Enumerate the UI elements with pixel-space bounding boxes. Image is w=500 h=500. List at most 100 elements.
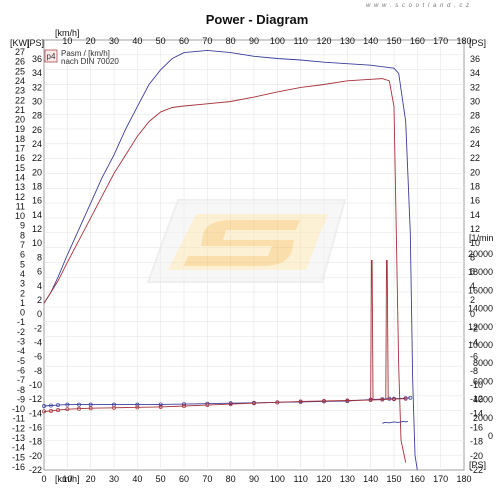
ps-tick-label-left: 36: [32, 54, 42, 64]
x-tick-label-top: 150: [386, 36, 401, 46]
x-tick-label-top: 30: [109, 36, 119, 46]
x-tick-label-bottom: 70: [202, 474, 212, 484]
ps-tick-label-left: -10: [29, 380, 42, 390]
chart-title: Power - Diagram: [206, 12, 309, 27]
ps-tick-label-left: 34: [32, 68, 42, 78]
ps-tick-label-right: 36: [470, 54, 480, 64]
kw-tick-label: 16: [15, 153, 25, 163]
ps-tick-label-left: 32: [32, 82, 42, 92]
series-line-5: [385, 259, 389, 400]
rpm-tick-label: 0: [488, 431, 493, 441]
kw-tick-label: 8: [20, 230, 25, 240]
rpm-tick-label: 18000: [468, 267, 493, 277]
kw-tick-label: 17: [15, 144, 25, 154]
ps-tick-label-left: 14: [32, 210, 42, 220]
rpm-tick-label: 10000: [468, 340, 493, 350]
left-ps-axis: 363432302826242220181614121086420-2-4-6-…: [29, 54, 42, 475]
right-rpm-axis: 2000018000160001400012000100008000600040…: [468, 249, 493, 441]
series-point-2: [408, 395, 413, 400]
series-point-3: [392, 397, 396, 402]
series-point-3: [275, 400, 280, 405]
ps-tick-label-right: 0: [470, 309, 475, 319]
ps-tick-label-left: 22: [32, 153, 42, 163]
ps-tick-label-left: 18: [32, 182, 42, 192]
x-tick-label-top: 20: [86, 36, 96, 46]
kw-tick-label: 2: [20, 288, 25, 298]
kw-tick-label: 7: [20, 240, 25, 250]
series-line-6: [382, 420, 409, 424]
x-tick-label-bottom: 140: [363, 474, 378, 484]
kw-tick-label: -11: [13, 414, 25, 424]
kw-tick-label: 5: [20, 259, 25, 269]
kw-tick-label: 0: [20, 308, 25, 318]
x-tick-label-bottom: 110: [293, 474, 307, 484]
kw-tick-label: 13: [15, 182, 25, 192]
ps-tick-label-right: 10: [470, 238, 480, 248]
kw-tick-label: 23: [15, 86, 25, 96]
ps-tick-label-left: -16: [29, 422, 42, 432]
ps-tick-label-left: 28: [32, 111, 42, 121]
kw-tick-label: 14: [15, 172, 25, 182]
x-tick-label-top: 80: [226, 36, 236, 46]
ps-tick-label-left: 26: [32, 125, 42, 135]
kw-tick-label: 15: [15, 163, 25, 173]
ps-tick-label-left: -6: [34, 352, 42, 362]
ps-tick-label-right: -10: [470, 380, 483, 390]
ps-tick-label-left: 12: [32, 224, 42, 234]
series-point-2: [135, 402, 140, 407]
x-tick-label-top: 100: [270, 36, 285, 46]
series-point-3: [42, 409, 46, 414]
kw-tick-label: 1: [20, 298, 25, 308]
kw-tick-label: 18: [15, 134, 25, 144]
legend: p4 Pasm / [km/h] nach DIN 70020: [44, 49, 119, 66]
ps-tick-label-left: 30: [32, 97, 42, 107]
kw-tick-label: -10: [12, 404, 25, 414]
rpm-tick-label: 12000: [468, 322, 493, 332]
ps-tick-label-left: -14: [29, 408, 42, 418]
x-tick-label-top: 180: [456, 36, 471, 46]
ps-tick-label-right: 18: [470, 182, 480, 192]
kw-tick-label: 4: [20, 269, 25, 279]
kw-tick-label: -6: [17, 365, 25, 375]
ps-tick-label-left: -12: [29, 394, 42, 404]
x-tick-label-top: 160: [410, 36, 425, 46]
ps-tick-label-right: -12: [470, 394, 483, 404]
rpm-tick-label: 4000: [473, 395, 493, 405]
x-tick-label-top: 90: [249, 36, 259, 46]
series-point-2: [158, 402, 163, 407]
x-tick-label-top: 110: [293, 36, 307, 46]
ps-tick-label-left: 20: [32, 167, 42, 177]
kw-tick-label: -7: [17, 375, 25, 385]
kw-tick-label: 6: [20, 250, 25, 260]
x-tick-label-top: 70: [202, 36, 212, 46]
x-tick-label-top: 10: [62, 36, 72, 46]
kw-tick-label: -1: [17, 317, 25, 327]
legend-line-2: nach DIN 70020: [61, 57, 119, 66]
kw-tick-label: 22: [15, 95, 25, 105]
series-point-3: [252, 401, 256, 406]
series-line-0: [43, 49, 418, 471]
rpm-unit: [1/min: [469, 233, 494, 243]
series-point-2: [77, 402, 81, 407]
ps-tick-label-right: 32: [470, 82, 480, 92]
ps-tick-label-left: 10: [32, 238, 42, 248]
ps-tick-label-right: 2: [470, 295, 475, 305]
grid: [44, 40, 464, 470]
series-point-3: [345, 398, 350, 403]
kw-tick-label: 12: [15, 192, 25, 202]
series-point-2: [65, 402, 70, 407]
ps-tick-label-right: -2: [470, 323, 478, 333]
kw-tick-label: 27: [15, 47, 25, 57]
x-tick-label-bottom: 120: [316, 474, 331, 484]
ps-tick-label-left: -4: [34, 337, 42, 347]
series-line-1: [43, 78, 407, 463]
series-point-2: [88, 402, 93, 407]
left-kw-unit: [KW]: [10, 38, 30, 48]
x-tick-label-bottom: 90: [249, 474, 259, 484]
kw-tick-label: 25: [15, 66, 25, 76]
logo-watermark: [146, 199, 347, 283]
ps-tick-label-right: 16: [470, 196, 480, 206]
legend-box: [44, 49, 58, 63]
right-ps-unit-bottom: [PS]: [469, 460, 486, 470]
